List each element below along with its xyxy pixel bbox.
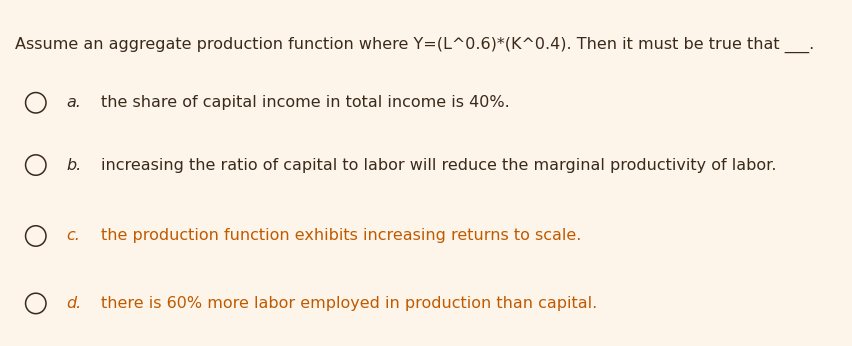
Text: the share of capital income in total income is 40%.: the share of capital income in total inc… [101,95,509,110]
Text: the production function exhibits increasing returns to scale.: the production function exhibits increas… [101,228,581,244]
Text: b.: b. [66,157,82,173]
Text: there is 60% more labor employed in production than capital.: there is 60% more labor employed in prod… [101,296,596,311]
Text: c.: c. [66,228,80,244]
Text: increasing the ratio of capital to labor will reduce the marginal productivity o: increasing the ratio of capital to labor… [101,157,776,173]
Text: Assume an aggregate production function where Y=(L^0.6)*(K^0.4). Then it must be: Assume an aggregate production function … [15,36,815,53]
Text: d.: d. [66,296,82,311]
Text: a.: a. [66,95,81,110]
